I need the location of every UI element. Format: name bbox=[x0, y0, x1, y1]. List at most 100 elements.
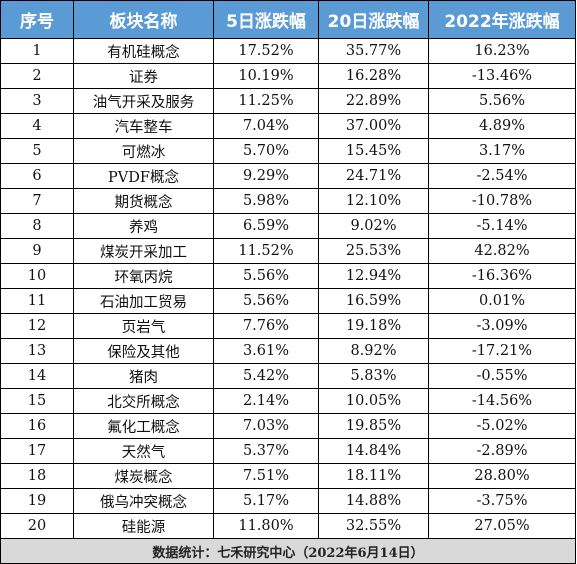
change-2022: 42.82% bbox=[428, 238, 576, 264]
table-row: 6 PVDF概念 9.29% 24.71% -2.54% bbox=[0, 163, 576, 189]
table-row: 9 煤炭开采加工 11.52% 25.53% 42.82% bbox=[0, 238, 576, 264]
change-2022: -14.56% bbox=[428, 388, 576, 414]
change-2022: -10.78% bbox=[428, 188, 576, 214]
header-index: 序号 bbox=[0, 0, 74, 39]
table-row: 12 页岩气 7.76% 19.18% -3.09% bbox=[0, 313, 576, 339]
table-row: 4 汽车整车 7.04% 37.00% 4.89% bbox=[0, 113, 576, 139]
table-row: 14 猪肉 5.42% 5.83% -0.55% bbox=[0, 363, 576, 389]
change-20day: 19.18% bbox=[318, 313, 429, 339]
table-row: 15 北交所概念 2.14% 10.05% -14.56% bbox=[0, 388, 576, 414]
change-2022: 3.17% bbox=[428, 138, 576, 164]
change-20day: 12.10% bbox=[318, 188, 429, 214]
header-sector-name: 板块名称 bbox=[73, 0, 214, 39]
change-20day: 9.02% bbox=[318, 213, 429, 239]
change-5day: 5.42% bbox=[213, 363, 319, 389]
table-row: 20 硅能源 11.80% 32.55% 27.05% bbox=[0, 513, 576, 539]
sector-name: 石油加工贸易 bbox=[73, 288, 214, 314]
row-index: 8 bbox=[0, 213, 74, 239]
sector-name: 页岩气 bbox=[73, 313, 214, 339]
row-index: 2 bbox=[0, 63, 74, 89]
sector-name: 俄乌冲突概念 bbox=[73, 488, 214, 514]
change-20day: 15.45% bbox=[318, 138, 429, 164]
row-index: 3 bbox=[0, 88, 74, 114]
change-20day: 37.00% bbox=[318, 113, 429, 139]
change-2022: -16.36% bbox=[428, 263, 576, 289]
sector-name: 氟化工概念 bbox=[73, 413, 214, 439]
change-2022: -3.75% bbox=[428, 488, 576, 514]
change-20day: 10.05% bbox=[318, 388, 429, 414]
row-index: 6 bbox=[0, 163, 74, 189]
row-index: 15 bbox=[0, 388, 74, 414]
sector-name: 油气开采及服务 bbox=[73, 88, 214, 114]
table-row: 2 证券 10.19% 16.28% -13.46% bbox=[0, 63, 576, 89]
change-20day: 14.88% bbox=[318, 488, 429, 514]
change-5day: 17.52% bbox=[213, 38, 319, 64]
change-5day: 11.80% bbox=[213, 513, 319, 539]
change-2022: -2.89% bbox=[428, 438, 576, 464]
change-5day: 6.59% bbox=[213, 213, 319, 239]
table-row: 11 石油加工贸易 5.56% 16.59% 0.01% bbox=[0, 288, 576, 314]
sector-name: 煤炭概念 bbox=[73, 463, 214, 489]
table-row: 7 期货概念 5.98% 12.10% -10.78% bbox=[0, 188, 576, 214]
change-2022: -2.54% bbox=[428, 163, 576, 189]
change-5day: 5.56% bbox=[213, 288, 319, 314]
change-20day: 22.89% bbox=[318, 88, 429, 114]
table-row: 18 煤炭概念 7.51% 18.11% 28.80% bbox=[0, 463, 576, 489]
change-2022: 4.89% bbox=[428, 113, 576, 139]
table-row: 13 保险及其他 3.61% 8.92% -17.21% bbox=[0, 338, 576, 364]
row-index: 1 bbox=[0, 38, 74, 64]
change-5day: 2.14% bbox=[213, 388, 319, 414]
sector-name: 可燃冰 bbox=[73, 138, 214, 164]
row-index: 20 bbox=[0, 513, 74, 539]
row-index: 7 bbox=[0, 188, 74, 214]
sector-name: 汽车整车 bbox=[73, 113, 214, 139]
change-20day: 14.84% bbox=[318, 438, 429, 464]
sector-name: 期货概念 bbox=[73, 188, 214, 214]
change-5day: 7.03% bbox=[213, 413, 319, 439]
table-row: 5 可燃冰 5.70% 15.45% 3.17% bbox=[0, 138, 576, 164]
change-2022: 0.01% bbox=[428, 288, 576, 314]
table-row: 8 养鸡 6.59% 9.02% -5.14% bbox=[0, 213, 576, 239]
change-2022: -5.02% bbox=[428, 413, 576, 439]
change-2022: 28.80% bbox=[428, 463, 576, 489]
sector-name: 养鸡 bbox=[73, 213, 214, 239]
sector-name: 煤炭开采加工 bbox=[73, 238, 214, 264]
change-20day: 12.94% bbox=[318, 263, 429, 289]
row-index: 19 bbox=[0, 488, 74, 514]
table-row: 10 环氧丙烷 5.56% 12.94% -16.36% bbox=[0, 263, 576, 289]
change-2022: 5.56% bbox=[428, 88, 576, 114]
row-index: 9 bbox=[0, 238, 74, 264]
header-2022-change: 2022年涨跌幅 bbox=[428, 0, 576, 39]
change-5day: 11.52% bbox=[213, 238, 319, 264]
sector-name: 有机硅概念 bbox=[73, 38, 214, 64]
change-2022: -3.09% bbox=[428, 313, 576, 339]
change-5day: 5.56% bbox=[213, 263, 319, 289]
table-row: 16 氟化工概念 7.03% 19.85% -5.02% bbox=[0, 413, 576, 439]
row-index: 12 bbox=[0, 313, 74, 339]
change-5day: 7.04% bbox=[213, 113, 319, 139]
change-5day: 10.19% bbox=[213, 63, 319, 89]
change-5day: 3.61% bbox=[213, 338, 319, 364]
change-2022: -5.14% bbox=[428, 213, 576, 239]
sector-name: 保险及其他 bbox=[73, 338, 214, 364]
table-body: 1 有机硅概念 17.52% 35.77% 16.23% 2 证券 10.19% 16.28% -… bbox=[0, 38, 576, 539]
change-5day: 11.25% bbox=[213, 88, 319, 114]
row-index: 13 bbox=[0, 338, 74, 364]
change-20day: 18.11% bbox=[318, 463, 429, 489]
change-2022: 16.23% bbox=[428, 38, 576, 64]
change-2022: -0.55% bbox=[428, 363, 576, 389]
data-source-note: 数据统计：七禾研究中心（2022年6月14日） bbox=[0, 538, 576, 564]
row-index: 11 bbox=[0, 288, 74, 314]
sector-name: 环氧丙烷 bbox=[73, 263, 214, 289]
row-index: 10 bbox=[0, 263, 74, 289]
change-20day: 32.55% bbox=[318, 513, 429, 539]
change-5day: 9.29% bbox=[213, 163, 319, 189]
header-5day-change: 5日涨跌幅 bbox=[213, 0, 319, 39]
sector-name: 硅能源 bbox=[73, 513, 214, 539]
change-20day: 19.85% bbox=[318, 413, 429, 439]
table-row: 17 天然气 5.37% 14.84% -2.89% bbox=[0, 438, 576, 464]
sector-name: 证券 bbox=[73, 63, 214, 89]
table-row: 3 油气开采及服务 11.25% 22.89% 5.56% bbox=[0, 88, 576, 114]
change-20day: 16.28% bbox=[318, 63, 429, 89]
change-5day: 7.51% bbox=[213, 463, 319, 489]
